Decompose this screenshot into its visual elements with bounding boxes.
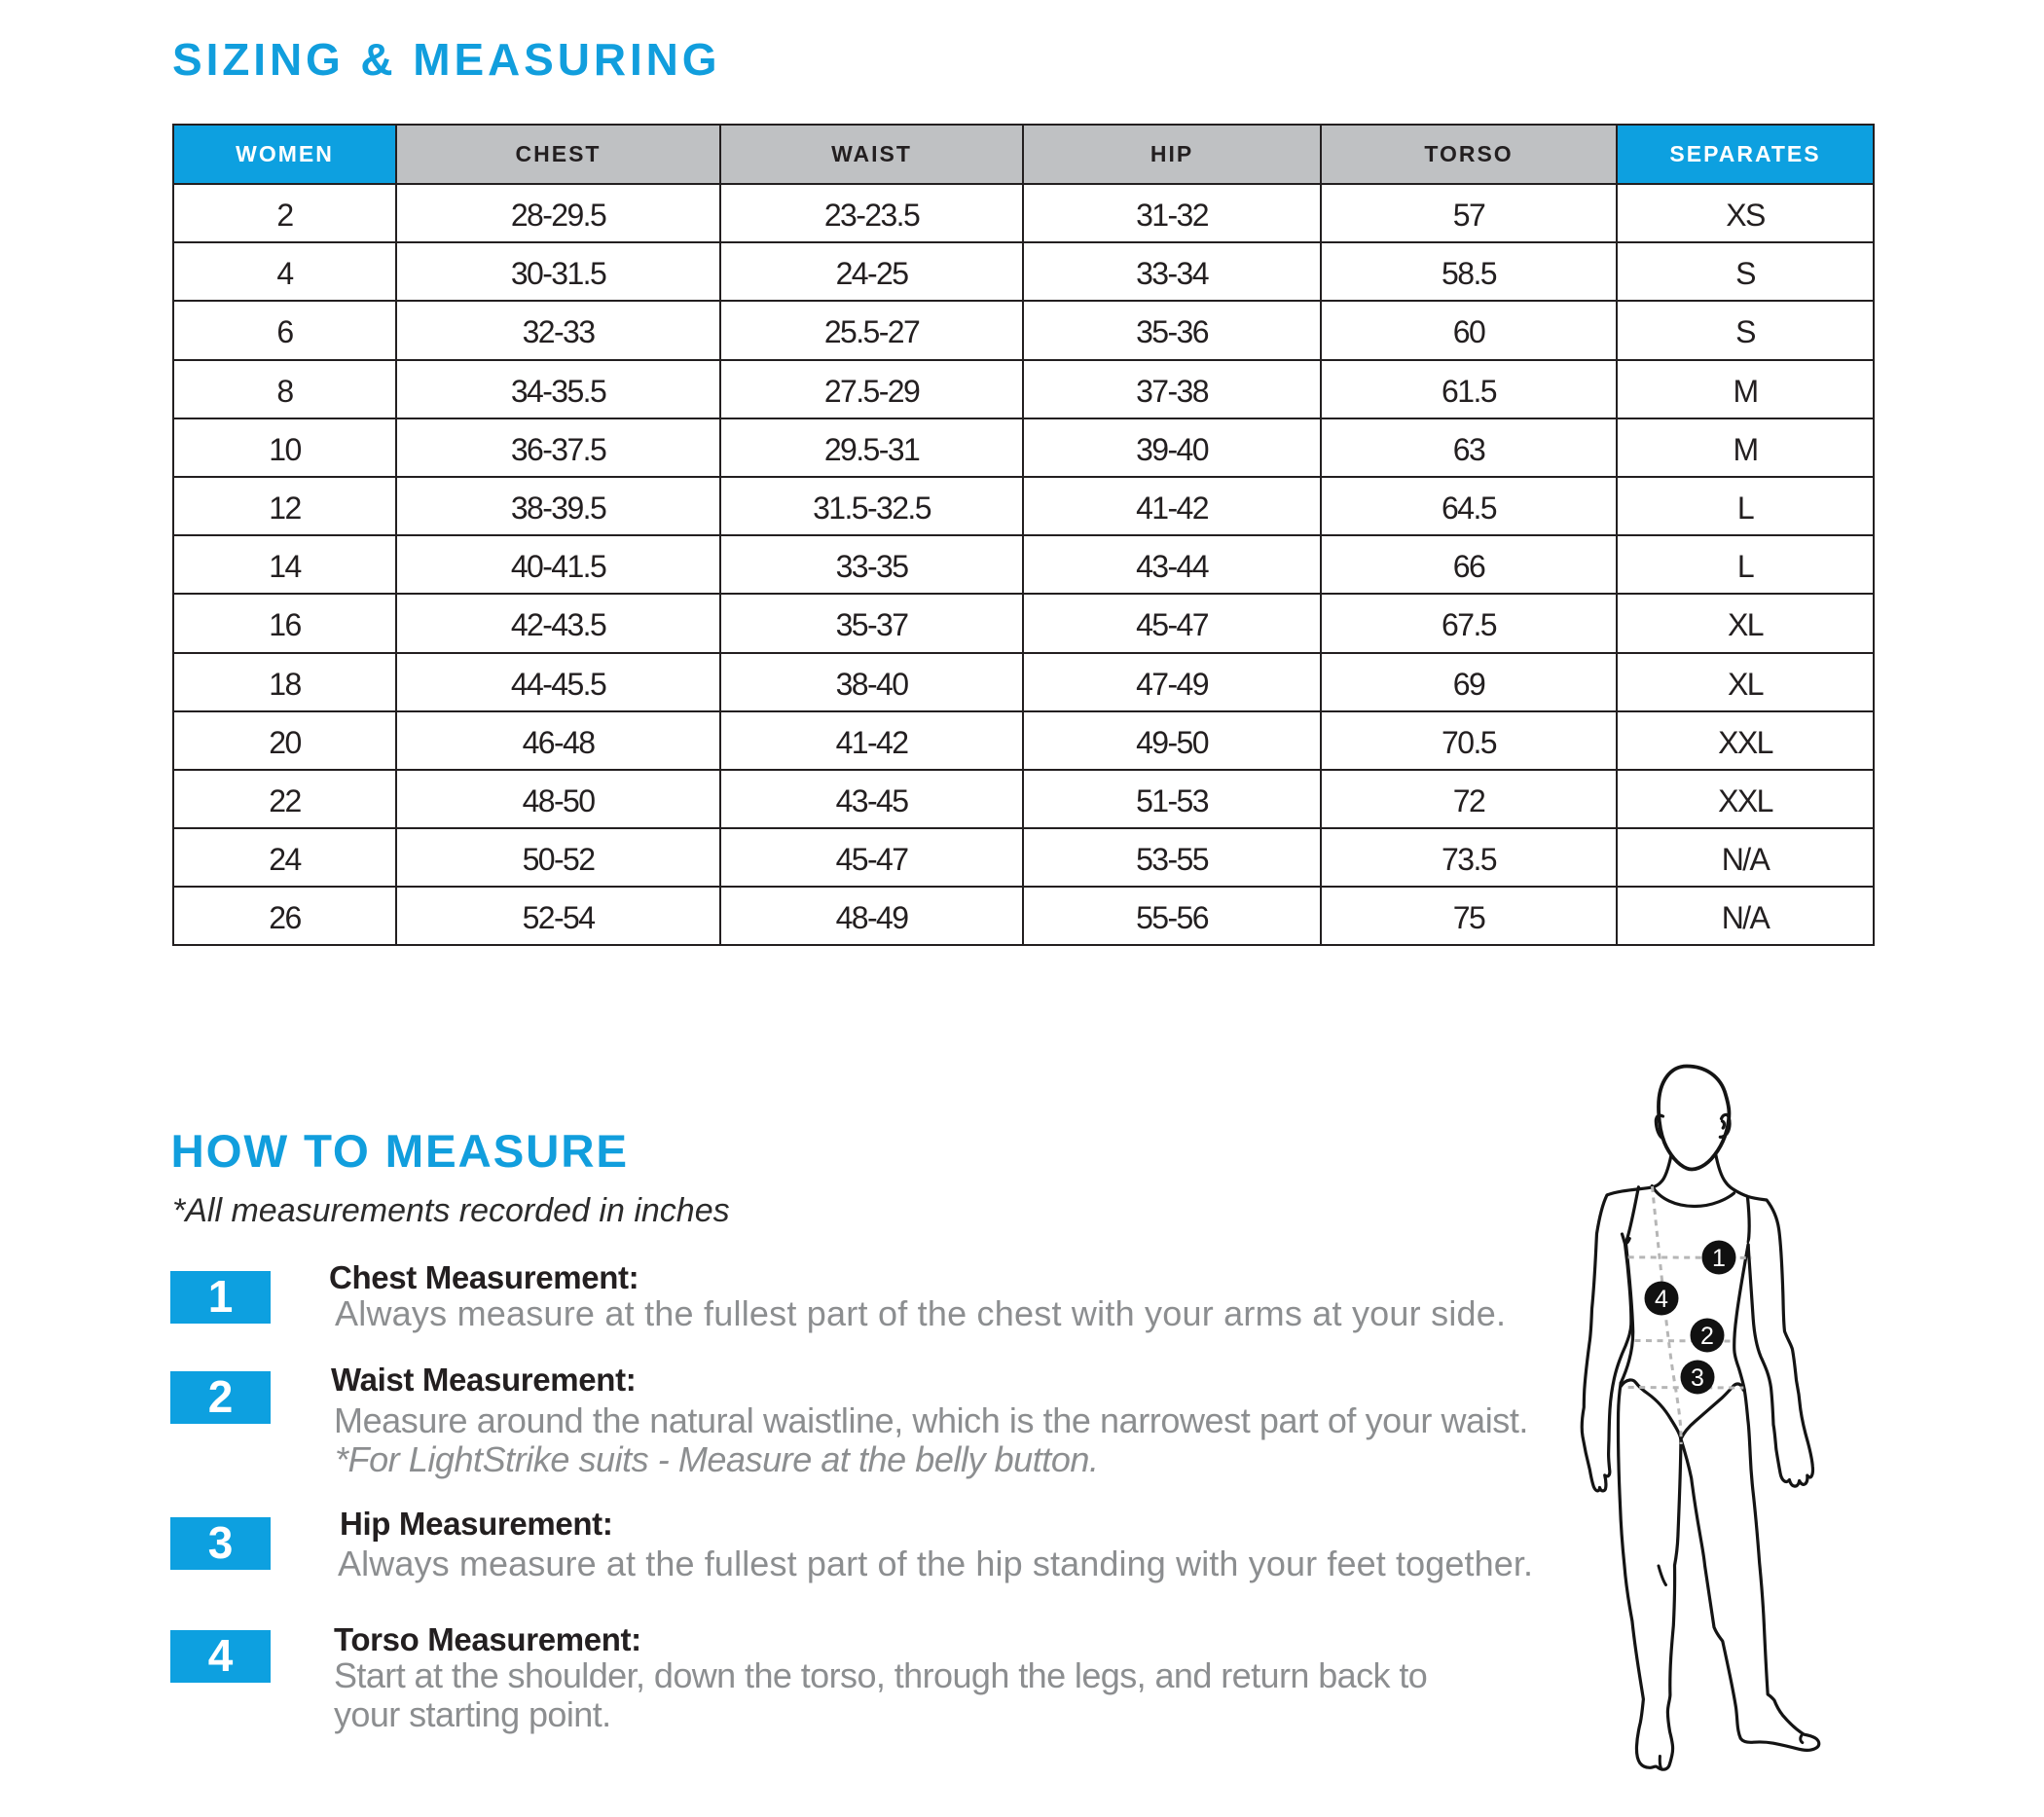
svg-text:3: 3 <box>1691 1364 1704 1392</box>
svg-text:2: 2 <box>1700 1323 1714 1350</box>
svg-text:1: 1 <box>1712 1245 1726 1272</box>
svg-text:4: 4 <box>1655 1286 1668 1313</box>
